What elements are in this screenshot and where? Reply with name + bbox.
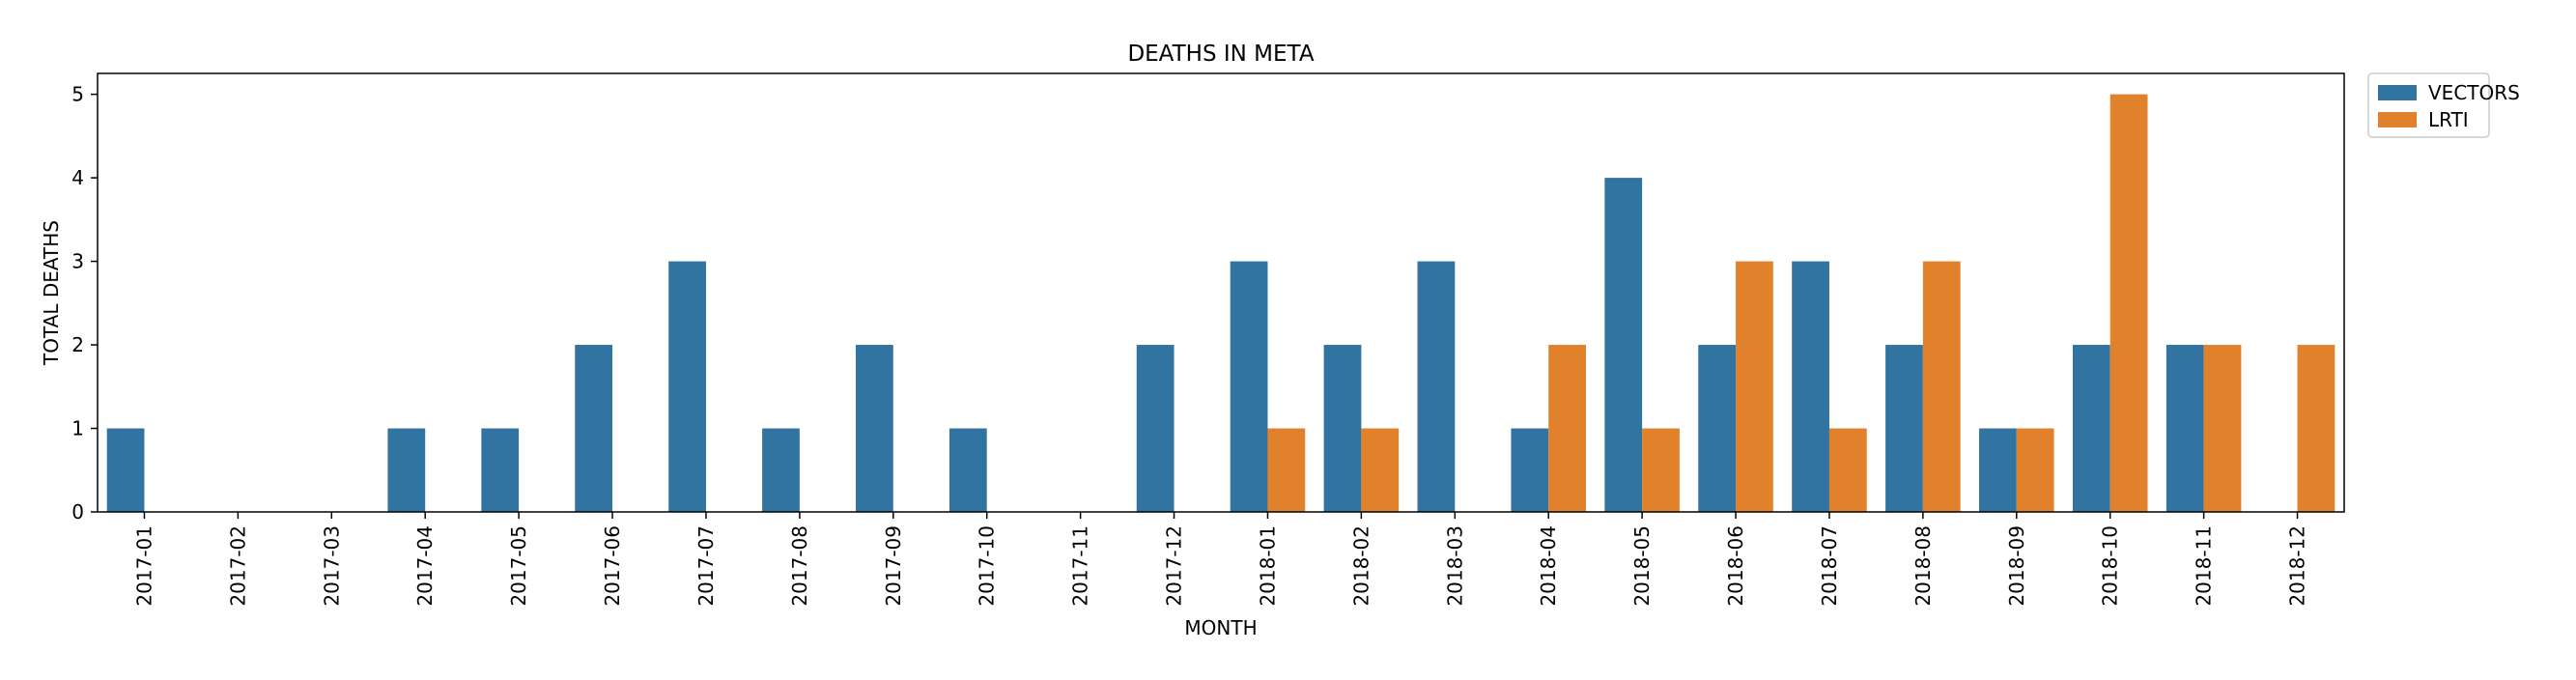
x-tick-label: 2018-01 bbox=[1256, 525, 1279, 607]
x-tick-label: 2018-11 bbox=[2193, 525, 2216, 607]
bar-vectors-2018-10 bbox=[2072, 345, 2110, 512]
bar-lrti-2018-12 bbox=[2297, 345, 2335, 512]
x-tick-label: 2018-07 bbox=[1818, 525, 1841, 607]
x-tick-label: 2018-06 bbox=[1724, 525, 1747, 607]
x-tick-label: 2018-09 bbox=[2005, 525, 2028, 607]
bar-vectors-2018-04 bbox=[1511, 428, 1549, 512]
bar-vectors-2017-09 bbox=[856, 345, 893, 512]
bar-lrti-2018-11 bbox=[2203, 345, 2242, 512]
y-axis-label: TOTAL DEATHS bbox=[40, 220, 63, 366]
x-tick-label: 2017-04 bbox=[413, 525, 437, 607]
bar-lrti-2018-05 bbox=[1642, 428, 1680, 512]
x-tick-label: 2018-05 bbox=[1630, 525, 1654, 607]
bar-vectors-2017-10 bbox=[948, 428, 987, 512]
bar-vectors-2018-08 bbox=[1885, 345, 1923, 512]
x-tick-label: 2017-08 bbox=[788, 525, 811, 607]
bar-lrti-2018-09 bbox=[2016, 428, 2054, 512]
x-tick-label: 2018-04 bbox=[1537, 525, 1560, 607]
x-tick-label: 2017-02 bbox=[226, 525, 249, 607]
x-tick-label: 2017-11 bbox=[1069, 525, 1092, 607]
bars-group bbox=[106, 94, 2335, 512]
bar-vectors-2018-06 bbox=[1698, 345, 1737, 512]
x-tick-label: 2017-12 bbox=[1163, 525, 1186, 607]
bar-lrti-2018-02 bbox=[1361, 428, 1400, 512]
bar-vectors-2018-11 bbox=[2166, 345, 2204, 512]
y-tick-label: 2 bbox=[71, 333, 84, 356]
bar-vectors-2018-07 bbox=[1792, 261, 1829, 512]
bar-vectors-2018-03 bbox=[1417, 261, 1456, 512]
x-tick-label: 2017-07 bbox=[694, 525, 718, 607]
bar-vectors-2018-09 bbox=[1979, 428, 2017, 512]
chart-title: DEATHS IN META bbox=[1127, 42, 1314, 67]
y-tick-label: 0 bbox=[71, 500, 84, 524]
x-tick-label: 2018-08 bbox=[1911, 525, 1935, 607]
x-tick-label: 2017-06 bbox=[601, 525, 624, 607]
x-tick-label: 2018-12 bbox=[2286, 525, 2309, 607]
legend-swatch-vectors bbox=[2378, 85, 2417, 100]
x-axis-label: MONTH bbox=[1184, 616, 1257, 639]
x-tick-label: 2018-10 bbox=[2099, 525, 2122, 607]
x-tick-label: 2018-02 bbox=[1349, 525, 1373, 607]
bar-vectors-2017-12 bbox=[1136, 345, 1175, 512]
bar-vectors-2017-08 bbox=[762, 428, 800, 512]
bar-vectors-2018-01 bbox=[1230, 261, 1268, 512]
y-tick-label: 3 bbox=[71, 250, 84, 273]
x-tick-label: 2017-10 bbox=[976, 525, 999, 607]
x-tick-label: 2017-03 bbox=[320, 525, 343, 607]
bar-vectors-2017-04 bbox=[387, 428, 426, 512]
bar-vectors-2017-07 bbox=[668, 261, 706, 512]
bar-lrti-2018-01 bbox=[1267, 428, 1306, 512]
bar-lrti-2018-06 bbox=[1736, 261, 1773, 512]
bar-lrti-2018-07 bbox=[1828, 428, 1867, 512]
bar-vectors-2017-01 bbox=[106, 428, 145, 512]
bar-lrti-2018-10 bbox=[2109, 94, 2148, 512]
legend-label-vectors: VECTORS bbox=[2428, 81, 2520, 104]
bar-vectors-2018-02 bbox=[1323, 345, 1362, 512]
legend: VECTORS LRTI bbox=[2367, 72, 2520, 138]
x-tick-label: 2017-05 bbox=[507, 525, 530, 607]
x-tick-label: 2017-09 bbox=[882, 525, 905, 607]
y-axis: 0 1 2 3 4 5 bbox=[71, 83, 98, 524]
bar-lrti-2018-04 bbox=[1548, 345, 1586, 512]
y-tick-label: 4 bbox=[71, 166, 84, 189]
bar-vectors-2017-05 bbox=[481, 428, 520, 512]
y-tick-label: 5 bbox=[71, 83, 84, 106]
legend-label-lrti: LRTI bbox=[2428, 108, 2469, 131]
bar-vectors-2017-06 bbox=[575, 345, 613, 512]
x-tick-label: 2018-03 bbox=[1443, 525, 1466, 607]
x-tick-label: 2017-01 bbox=[132, 525, 156, 607]
y-tick-label: 1 bbox=[71, 417, 84, 440]
bar-vectors-2018-05 bbox=[1604, 178, 1643, 512]
legend-swatch-lrti bbox=[2378, 112, 2417, 128]
x-axis: 2017-01 2017-02 2017-03 2017-04 2017-05 2017-… bbox=[132, 512, 2309, 607]
plot-frame bbox=[97, 72, 2345, 513]
bar-lrti-2018-08 bbox=[1922, 261, 1961, 512]
